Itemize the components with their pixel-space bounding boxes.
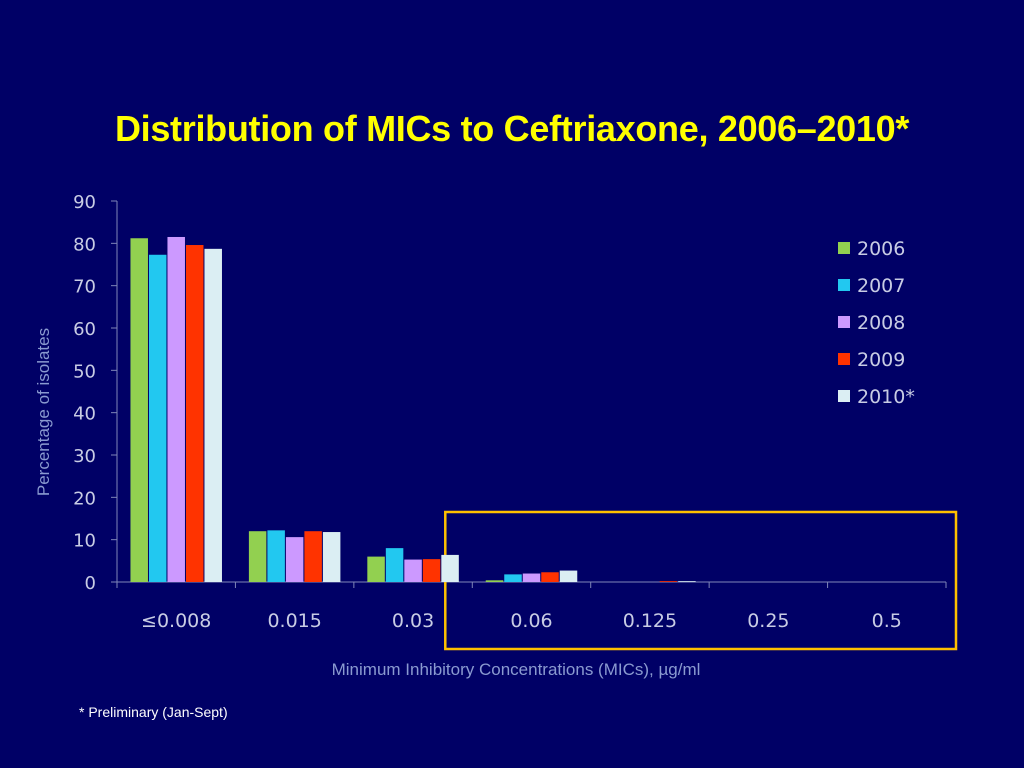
bar-2007-1 (267, 530, 285, 582)
x-tick-label: 0.03 (392, 610, 434, 632)
bar-2010-1 (322, 532, 341, 582)
bar-2006-1 (248, 531, 267, 582)
legend-label: 2008 (857, 312, 905, 334)
y-tick-label: 80 (73, 234, 96, 255)
bar-2008-1 (285, 537, 304, 582)
x-axis-label: Minimum Inhibitory Concentrations (MICs)… (332, 660, 701, 679)
bar-2006-3 (485, 580, 504, 582)
legend-swatch (838, 316, 850, 328)
bar-2009-2 (422, 559, 441, 582)
y-tick-label: 90 (73, 192, 96, 213)
bar-2010-0 (204, 248, 222, 582)
bar-2009-1 (304, 531, 322, 582)
y-tick-label: 40 (73, 404, 96, 425)
bar-2006-0 (130, 238, 148, 582)
legend-label: 2009 (857, 349, 905, 371)
legend-label: 2007 (857, 275, 905, 297)
y-tick-label: 60 (73, 319, 96, 340)
bar-2007-2 (385, 548, 404, 582)
bar-2010-4 (678, 581, 696, 582)
y-tick-label: 70 (73, 277, 96, 298)
footnote: * Preliminary (Jan-Sept) (79, 704, 228, 720)
bar-2008-2 (404, 559, 422, 582)
y-tick-label: 50 (73, 361, 96, 382)
legend-label: 2006 (857, 238, 905, 260)
bar-2009-3 (541, 572, 559, 582)
y-tick-label: 30 (73, 446, 96, 467)
x-tick-label: 0.015 (267, 610, 321, 632)
y-axis-label: Percentage of isolates (34, 328, 53, 496)
bar-2009-0 (185, 245, 204, 582)
bar-2006-2 (367, 556, 385, 582)
bar-2008-3 (522, 573, 541, 582)
bar-2010-2 (441, 554, 459, 582)
bar-2007-0 (148, 254, 167, 582)
slide-title: Distribution of MICs to Ceftriaxone, 200… (114, 108, 910, 149)
x-tick-label: ≤0.008 (141, 610, 211, 632)
x-tick-label: 0.06 (510, 610, 552, 632)
legend-label: 2010* (857, 386, 915, 408)
y-tick-label: 0 (85, 573, 96, 594)
x-tick-label: 0.125 (623, 610, 677, 632)
y-tick-label: 10 (73, 531, 96, 552)
legend-swatch (838, 353, 850, 365)
bar-2008-0 (167, 236, 185, 582)
bar-2009-4 (659, 581, 678, 582)
legend-swatch (838, 242, 850, 254)
y-tick-label: 20 (73, 488, 96, 509)
legend-swatch (838, 279, 850, 291)
bar-2010-3 (559, 570, 578, 582)
x-tick-label: 0.5 (872, 610, 902, 632)
legend-swatch (838, 390, 850, 402)
x-tick-label: 0.25 (747, 610, 789, 632)
bar-2007-3 (504, 574, 522, 582)
